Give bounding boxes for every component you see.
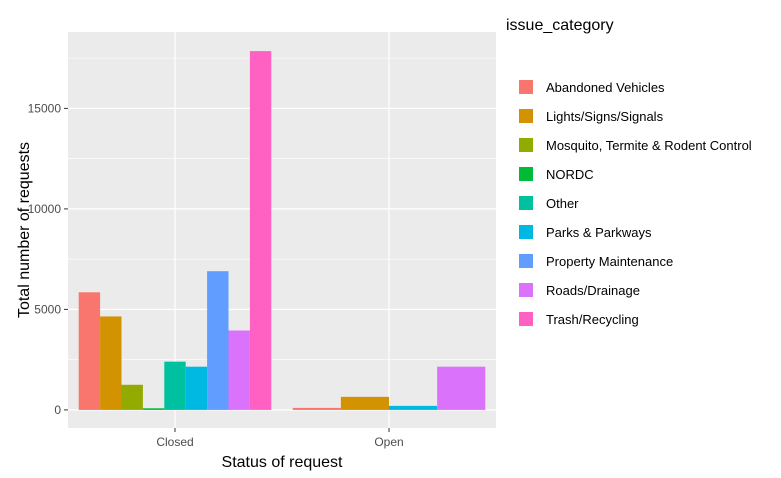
bar xyxy=(228,330,250,410)
plot-panel xyxy=(68,32,496,428)
y-tick-label: 10000 xyxy=(28,202,62,216)
x-axis-title: Status of request xyxy=(222,454,344,471)
legend-label: Property Maintenance xyxy=(546,254,673,269)
legend-label: Abandoned Vehicles xyxy=(546,80,665,95)
legend-label: Lights/Signs/Signals xyxy=(546,109,664,124)
bar xyxy=(185,366,208,410)
bar xyxy=(142,408,165,410)
bar xyxy=(207,271,229,410)
bar xyxy=(121,384,143,410)
y-tick-label: 5000 xyxy=(34,302,61,316)
legend-swatch xyxy=(519,312,533,326)
legend-swatch xyxy=(519,196,533,210)
x-tick-label: Closed xyxy=(156,435,193,449)
y-axis-title: Total number of requests xyxy=(16,142,33,318)
bar xyxy=(292,407,341,410)
x-tick-label: Open xyxy=(374,435,403,449)
bar xyxy=(389,405,438,410)
y-tick-label: 0 xyxy=(54,403,61,417)
bar xyxy=(100,316,122,410)
legend-label: Roads/Drainage xyxy=(546,283,640,298)
y-tick-label: 15000 xyxy=(28,101,62,115)
legend-label: Mosquito, Termite & Rodent Control xyxy=(546,138,752,153)
legend-label: Other xyxy=(546,196,579,211)
legend: Abandoned Vehicles Lights/Signs/Signals Mo… xyxy=(519,80,752,327)
bar xyxy=(437,366,486,410)
legend-swatch xyxy=(519,283,533,297)
bar xyxy=(164,361,186,410)
legend-swatch xyxy=(519,80,533,94)
legend-label: Parks & Parkways xyxy=(546,225,652,240)
legend-swatch xyxy=(519,167,533,181)
legend-label: NORDC xyxy=(546,167,594,182)
legend-title: issue_category xyxy=(506,17,614,34)
bar xyxy=(249,51,272,410)
legend-swatch xyxy=(519,225,533,239)
legend-swatch xyxy=(519,109,533,123)
legend-label: Trash/Recycling xyxy=(546,312,639,327)
x-axis-ticks: Closed Open xyxy=(156,428,404,449)
legend-swatch xyxy=(519,254,533,268)
bar xyxy=(78,292,101,410)
bar xyxy=(340,396,389,410)
bars xyxy=(78,51,486,410)
y-axis-ticks: 0 5000 10000 15000 xyxy=(28,101,68,417)
legend-swatch xyxy=(519,138,533,152)
